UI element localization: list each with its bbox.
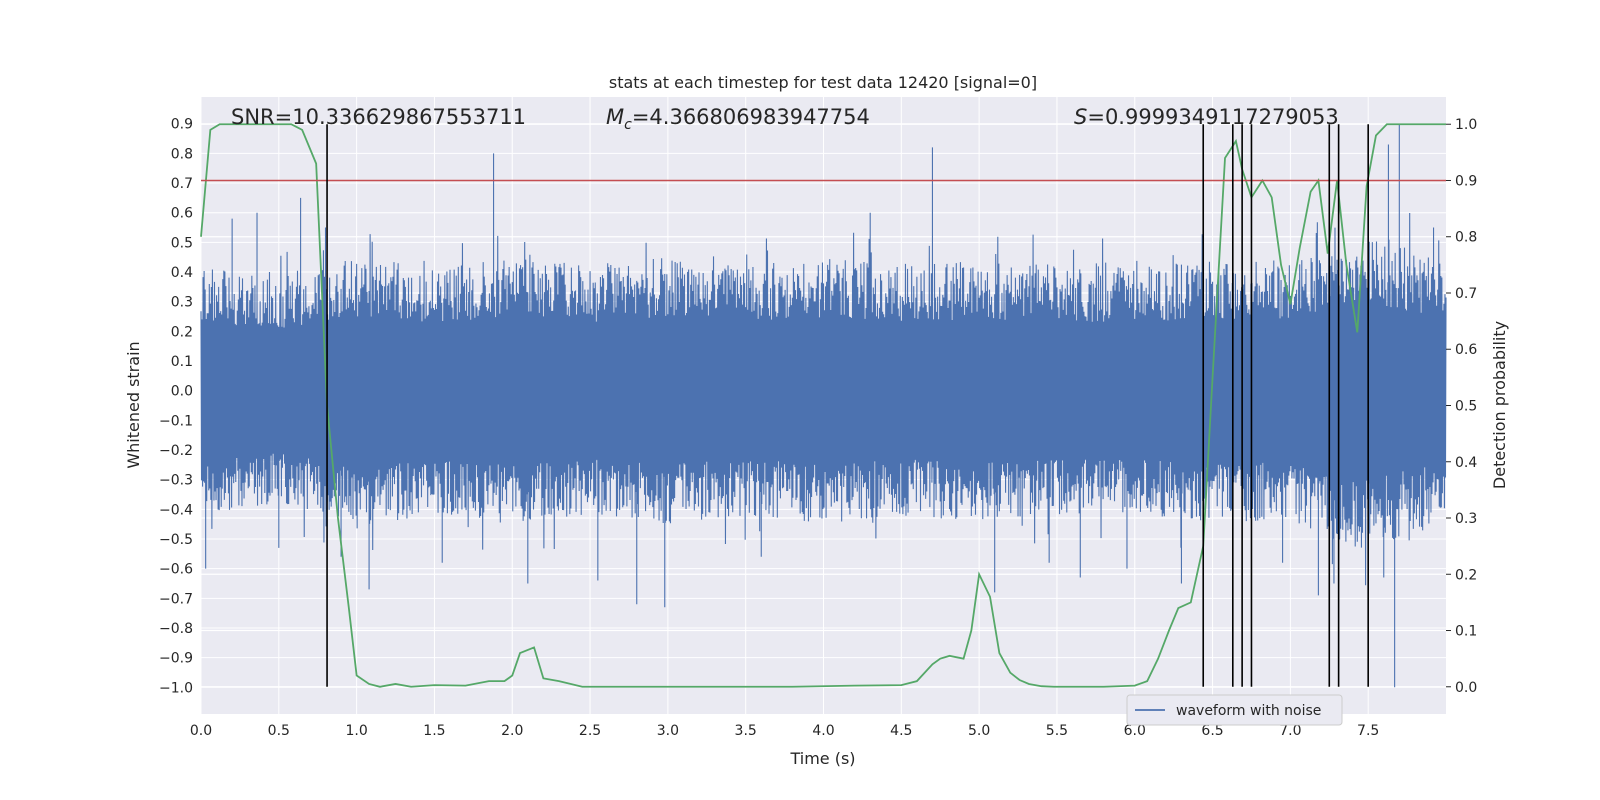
- x-ticks: 0.0 0.5 1.0 1.5 2.0 2.5 3.0 3.5 4.0 4.5 5.0 5.5 6.0 6…: [190, 723, 1379, 739]
- y-tick-label: −0.4: [159, 502, 193, 518]
- y2-tick-label: 0.8: [1455, 230, 1477, 246]
- y-tick-label: 0.1: [171, 354, 193, 370]
- y-tick-label: −0.3: [159, 473, 193, 489]
- y-tick-label: −1.0: [159, 680, 193, 696]
- y-tick-label: −0.1: [159, 413, 193, 429]
- y-tick-label: 0.6: [171, 206, 193, 222]
- x-tick-label: 5.5: [1046, 723, 1068, 739]
- y2-tick-label: 0.5: [1455, 399, 1477, 415]
- y2-axis-label: Detection probability: [1490, 321, 1509, 489]
- x-tick-label: 4.5: [890, 723, 912, 739]
- x-tick-label: 1.5: [423, 723, 445, 739]
- x-tick-label: 5.0: [968, 723, 990, 739]
- legend: waveform with noise: [1126, 694, 1343, 726]
- probability-line: [200, 123, 1446, 688]
- score-value: =0.9999349117279053: [1087, 105, 1338, 129]
- chirp-mass-subscript: c: [624, 117, 632, 133]
- y-tick-label: 0.4: [171, 265, 193, 281]
- x-tick-label: 6.5: [1201, 723, 1223, 739]
- x-tick-label: 6.0: [1124, 723, 1146, 739]
- y-tick-label: 0.2: [171, 324, 193, 340]
- y-tick-label: −0.7: [159, 591, 193, 607]
- y2-tick-label: 0.0: [1455, 680, 1477, 696]
- score-symbol: S: [1074, 105, 1087, 129]
- snr-annotation: SNR=10.336629867553711: [231, 105, 526, 129]
- y-axis-label: Whitened strain: [124, 341, 143, 468]
- y-tick-label: −0.2: [159, 443, 193, 459]
- x-tick-label: 0.5: [268, 723, 290, 739]
- y-tick-label: −0.8: [159, 621, 193, 637]
- x-tick-label: 2.0: [501, 723, 523, 739]
- y-tick-label: −0.9: [159, 651, 193, 667]
- probability-series: [200, 123, 1446, 688]
- y-tick-label: −0.5: [159, 532, 193, 548]
- chirp-mass-symbol: M: [606, 105, 624, 129]
- x-tick-label: 7.0: [1279, 723, 1301, 739]
- x-tick-label: 3.0: [657, 723, 679, 739]
- x-tick-label: 2.5: [579, 723, 601, 739]
- y-ticks: 0.9 0.8 0.7 0.6 0.5 0.4 0.3 0.2 0.1 0.0 −0.1 −0.2 −0…: [159, 117, 193, 697]
- y2-tick-label: 0.1: [1455, 624, 1477, 640]
- x-tick-label: 4.0: [812, 723, 834, 739]
- x-axis-label: Time (s): [789, 749, 855, 768]
- waveform-line: [200, 123, 1447, 688]
- chart-title: stats at each timestep for test data 124…: [609, 73, 1037, 92]
- y-tick-label: 0.3: [171, 295, 193, 311]
- y2-tick-label: 0.9: [1455, 173, 1477, 189]
- y-tick-label: 0.8: [171, 146, 193, 162]
- y-tick-label: 0.9: [171, 117, 193, 133]
- x-tick-label: 0.0: [190, 723, 212, 739]
- y2-tick-label: 0.6: [1455, 342, 1477, 358]
- y2-tick-label: 1.0: [1455, 117, 1477, 133]
- chirp-mass-value: =4.366806983947754: [632, 105, 870, 129]
- y2-tick-label: 0.7: [1455, 286, 1477, 302]
- waveform-series: [200, 123, 1447, 688]
- x-tick-label: 1.0: [345, 723, 367, 739]
- y2-tick-label: 0.3: [1455, 511, 1477, 527]
- legend-box: [1126, 694, 1343, 726]
- score-annotation: S=0.9999349117279053: [1074, 105, 1339, 129]
- y-tick-label: 0.5: [171, 235, 193, 251]
- y2-tick-label: 0.4: [1455, 455, 1477, 471]
- y-tick-label: 0.7: [171, 176, 193, 192]
- y2-ticks: 1.0 0.9 0.8 0.7 0.6 0.5 0.4 0.3 0.2 0.1 0.0: [1446, 117, 1477, 696]
- legend-waveform-label: waveform with noise: [1176, 703, 1321, 719]
- detection-lines: [326, 124, 1369, 687]
- x-tick-label: 3.5: [735, 723, 757, 739]
- y-tick-label: 0.0: [171, 384, 193, 400]
- chirp-mass-annotation: Mc=4.366806983947754: [606, 105, 870, 133]
- y-tick-label: −0.6: [159, 562, 193, 578]
- y2-tick-label: 0.2: [1455, 567, 1477, 583]
- x-tick-label: 7.5: [1357, 723, 1379, 739]
